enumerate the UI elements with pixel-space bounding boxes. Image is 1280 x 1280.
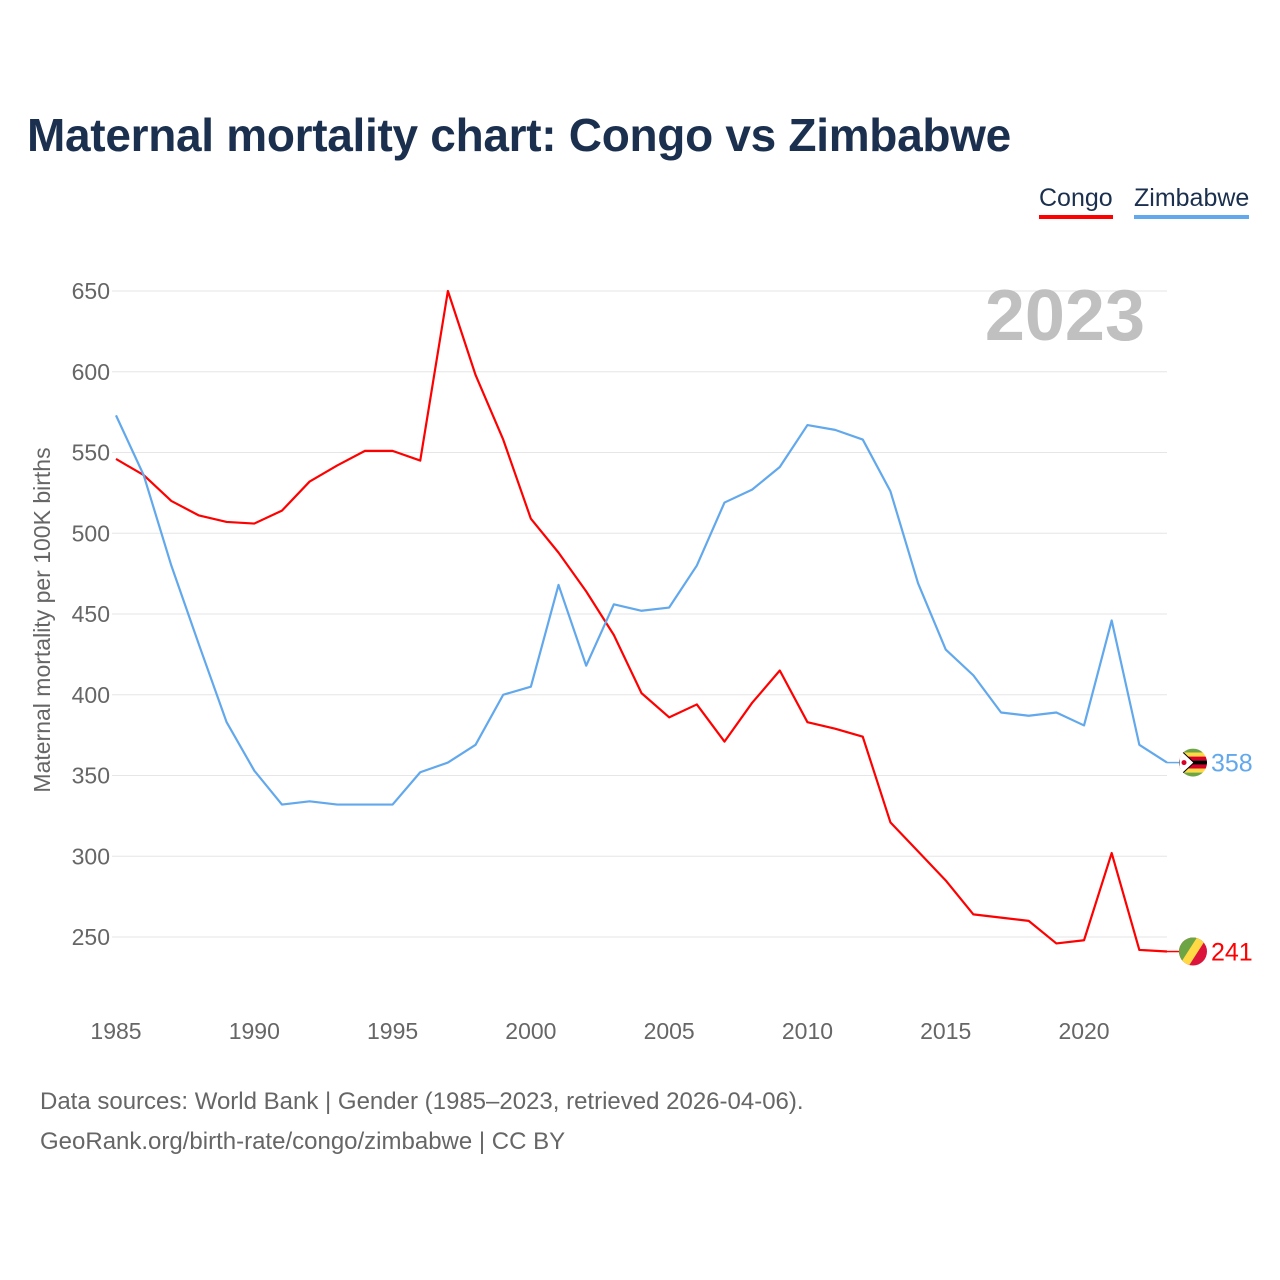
- end-value-label-congo: 241: [1211, 939, 1253, 967]
- y-tick-label: 450: [72, 601, 110, 627]
- legend-congo[interactable]: Congo: [1039, 184, 1113, 219]
- flag-zimbabwe-icon: [1179, 748, 1207, 777]
- flag-stripe: [1179, 772, 1207, 777]
- flag-body: [1179, 937, 1207, 966]
- footer-link[interactable]: GeoRank.org/birth-rate/congo/zimbabwe | …: [40, 1128, 566, 1155]
- series-line-zimbabwe: [115, 414, 1168, 806]
- y-tick-label: 650: [72, 278, 110, 304]
- flag-stripe: [1179, 764, 1207, 769]
- x-tick-label: 2005: [644, 1018, 695, 1044]
- x-tick-label: 2010: [782, 1018, 833, 1044]
- y-tick-label: 250: [72, 924, 110, 950]
- x-tick-label: 1985: [90, 1018, 141, 1044]
- flag-stripe: [1179, 768, 1207, 773]
- y-axis-label: Maternal mortality per 100K births: [29, 447, 55, 792]
- flag-stripe: [1179, 752, 1207, 757]
- flag-stripe: [1179, 748, 1207, 753]
- x-tick-label: 2000: [505, 1018, 556, 1044]
- flag-body: [1179, 748, 1207, 777]
- footer-sources: Data sources: World Bank | Gender (1985–…: [40, 1088, 804, 1115]
- legend-zimbabwe[interactable]: Zimbabwe: [1134, 184, 1250, 219]
- x-tick-label: 1990: [229, 1018, 280, 1044]
- flag-congo-icon: [1179, 937, 1207, 966]
- x-tick-label: 1995: [367, 1018, 418, 1044]
- y-tick-label: 400: [72, 682, 110, 708]
- x-tick-label: 2015: [920, 1018, 971, 1044]
- year-watermark: 2023: [985, 276, 1145, 356]
- flag-stripe: [1179, 756, 1207, 761]
- chart-title: Maternal mortality chart: Congo vs Zimba…: [27, 109, 1011, 161]
- y-tick-label: 600: [72, 359, 110, 385]
- x-tick-label: 2020: [1058, 1018, 1109, 1044]
- flag-star: [1181, 760, 1187, 766]
- flag-yellow: [1179, 937, 1207, 966]
- series-line-congo: [115, 289, 1168, 953]
- y-tick-label: 500: [72, 520, 110, 546]
- y-tick-label: 350: [72, 763, 110, 789]
- end-value-label-zimbabwe: 358: [1211, 750, 1253, 778]
- y-tick-label: 300: [72, 843, 110, 869]
- y-tick-label: 550: [72, 440, 110, 466]
- line-chart: 250 300 350 400 450 500 550 600 650 1985 1990 1995 2…: [29, 276, 1253, 1044]
